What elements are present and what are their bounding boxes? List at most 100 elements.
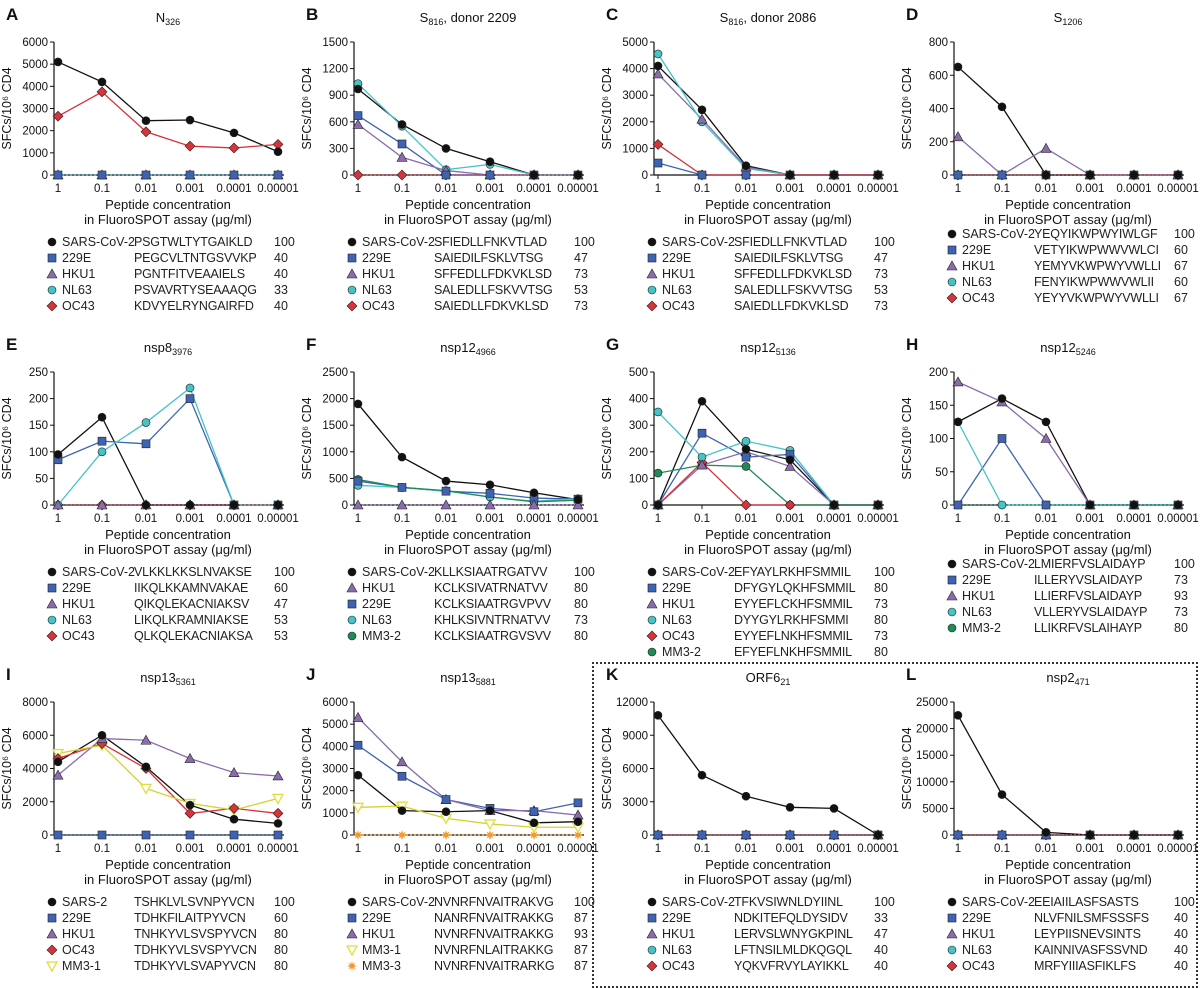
y-tick-label: 25000 [916, 697, 948, 709]
legend-seq: NVNRFNVAITRAKVG [434, 895, 554, 909]
legend-square-icon [347, 253, 357, 263]
legend-pct: 40 [1174, 943, 1188, 957]
series-line-oc43 [57, 91, 279, 149]
series-line-hku1 [357, 717, 579, 816]
legend-name: SARS-CoV-2 [62, 235, 135, 249]
data-point-sars-cov-2 [353, 399, 363, 409]
legend-marker [647, 913, 657, 923]
legend-pct: 73 [574, 299, 588, 313]
legend-item: SARS-CoV-2 PSGTWLTYTGAIKLD 100 [46, 234, 298, 250]
legend-name: SARS-CoV-2 [662, 235, 735, 249]
x-axis-label: in FluoroSPOT assay (μg/ml) [684, 872, 852, 887]
legend-seq: SFIEDLLFNKVTLAD [734, 235, 848, 249]
y-tick-label: 250 [29, 367, 48, 379]
legend-name: HKU1 [62, 597, 96, 611]
legend-marker [647, 237, 657, 247]
legend-item: NL63 KAINNIVASFSSVND 40 [946, 942, 1198, 958]
x-axis-label: Peptide concentration [105, 197, 231, 212]
legend-circle-icon [347, 615, 357, 625]
x-tick-label: 0.0001 [516, 183, 551, 195]
x-axis-label: in FluoroSPOT assay (μg/ml) [684, 542, 852, 557]
x-tick-label: 0.1 [94, 183, 110, 195]
x-axis-label: Peptide concentration [1005, 857, 1131, 872]
data-point-hku1 [696, 459, 708, 470]
legend-circle-icon [947, 277, 957, 287]
data-point-sars-cov-2 [573, 170, 583, 180]
legend-marker [46, 598, 58, 609]
legend-name: SARS-CoV-2 [962, 557, 1035, 571]
y-tick-label: 6000 [322, 697, 348, 709]
legend-item: NL63 FENYIKWPWWVWLII 60 [946, 274, 1198, 290]
data-point-oc43 [272, 807, 284, 819]
legend-pct: 53 [274, 629, 288, 643]
y-tick-label: 900 [329, 90, 348, 102]
x-axis-label: in FluoroSPOT assay (μg/ml) [684, 212, 852, 227]
series-line-sars-cov-2 [57, 61, 279, 153]
legend-seq: EYYEFLCKHFSMMIL [734, 597, 853, 611]
legend-pct: 40 [274, 299, 288, 313]
y-tick-label: 0 [42, 500, 48, 512]
legend-seq: QIKQLEKACNIAKSV [134, 597, 250, 611]
legend-marker [46, 268, 58, 279]
x-axis-label: Peptide concentration [105, 857, 231, 872]
legend-pct: 40 [874, 959, 888, 973]
legend-pct: 40 [1174, 959, 1188, 973]
data-point-sars-cov-2 [529, 818, 539, 828]
legend-item: NL63 SALEDLLFSKVVTSG 53 [646, 282, 898, 298]
legend-marker [647, 647, 657, 657]
legend-name: HKU1 [362, 267, 396, 281]
legend-triangle-icon [346, 582, 358, 593]
legend-name: 229E [62, 581, 92, 595]
x-tick-label: 0.1 [94, 843, 110, 855]
legend: SARS-CoV-2 NVNRFNVAITRAKVG 100 229E NANRFNVA… [346, 894, 598, 974]
data-point-oc43 [52, 110, 64, 122]
chart-a: A N326 0 1000 2000 3000 4000 5000 6000 1 0.1 0.01 0.… [0, 5, 299, 227]
legend-seq: FENYIKWPWWVWLII [1034, 275, 1154, 289]
legend-seq: TDHKFILAITPYVCN [134, 911, 246, 925]
series-line-sars-cov-2 [657, 65, 878, 176]
x-tick-label: 0.1 [994, 843, 1010, 855]
legend-name: HKU1 [962, 927, 996, 941]
legend-seq: DYYGYLRKHFSMMI [734, 613, 849, 627]
data-point-229e [185, 170, 195, 180]
legend-seq: IIKQLKKAMNVAKAE [134, 581, 249, 595]
y-tick-label: 5000 [22, 59, 48, 71]
x-tick-label: 0.01 [435, 843, 457, 855]
x-tick-label: 0.01 [435, 513, 457, 525]
legend-item: MM3-1 TDHKYVLSVAPYVCN 80 [46, 958, 298, 974]
series-line-oc43 [657, 461, 878, 506]
y-tick-label: 10000 [916, 777, 948, 789]
y-tick-label: 0 [942, 170, 948, 182]
legend-item: SARS-CoV-2 YEQYIKWPWYIWLGF 100 [946, 226, 1198, 242]
data-point-mm3-3 [441, 830, 451, 840]
data-point-hku1 [528, 499, 540, 510]
y-axis-label: SFCs/10⁶ CD4 [0, 727, 14, 809]
title-sub: 816 [428, 17, 443, 27]
legend-item: SARS-CoV-2 EFYAYLRKHFSMMIL 100 [646, 564, 898, 580]
x-axis-label: Peptide concentration [1005, 197, 1131, 212]
legend: SARS-CoV-2 PSGTWLTYTGAIKLD 100 229E PEGCVLTN… [46, 234, 298, 314]
title-base: S [720, 10, 729, 25]
legend-diamond-icon [46, 300, 58, 312]
title-base: nsp8 [144, 340, 172, 355]
legend-pct: 100 [274, 895, 295, 909]
data-point-nl63 [997, 500, 1007, 510]
legend-marker [647, 615, 657, 625]
legend-seq: PEGCVLTNTGSVVKP [134, 251, 257, 265]
legend-item: HKU1 TNHKYVLSVSPYVCN 80 [46, 926, 298, 942]
legend-seq: NVNRFNVAITRAKKG [434, 927, 554, 941]
x-tick-label: 0.0001 [516, 843, 551, 855]
legend-marker [347, 599, 357, 609]
x-tick-label: 0.0001 [1116, 513, 1151, 525]
legend-seq: LMIERFVSLAIDAYP [1034, 557, 1146, 571]
legend-item: NL63 DYYGYLRKHFSMMI 80 [646, 612, 898, 628]
legend-seq: LFTNSILMLDKQGQL [734, 943, 852, 957]
data-point-sars-cov-2 [485, 480, 495, 490]
x-tick-label: 1 [355, 513, 361, 525]
y-tick-label: 50 [935, 467, 948, 479]
legend-diamond-icon [646, 630, 658, 642]
legend-marker [47, 913, 57, 923]
